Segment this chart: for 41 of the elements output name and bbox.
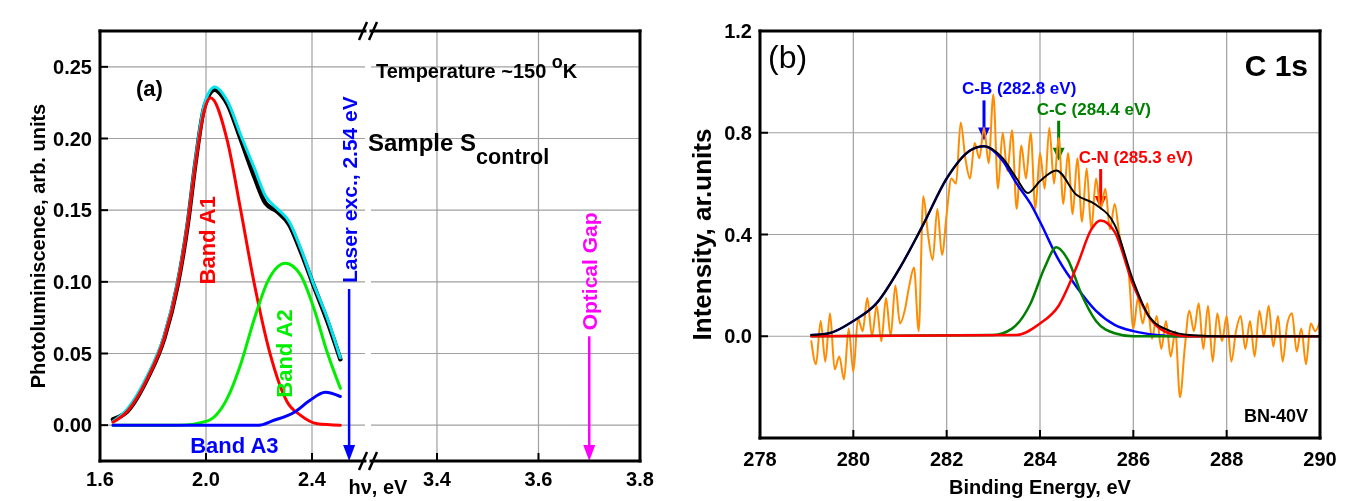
y-tick-label: 0.20 bbox=[53, 127, 92, 150]
ref-line-label: Laser exc., 2.54 eV bbox=[337, 96, 361, 283]
x-tick-label: 3.8 bbox=[626, 468, 654, 490]
annotation: C-N (285.3 eV) bbox=[1078, 148, 1193, 168]
annotation: C-C (284.4 eV) bbox=[1036, 99, 1151, 119]
annotation: C 1s bbox=[1244, 49, 1308, 82]
x-tick-label: 278 bbox=[743, 448, 777, 470]
text: Band A2 bbox=[271, 309, 297, 398]
x-tick-label: 3.6 bbox=[524, 468, 553, 490]
x-tick-label: 2.4 bbox=[298, 468, 327, 490]
y-tick-label: 0.25 bbox=[53, 55, 92, 78]
annotation: BN-40V bbox=[1243, 406, 1308, 426]
x-tick-label: 282 bbox=[929, 448, 964, 470]
x-tick-label: 2.0 bbox=[192, 468, 220, 490]
series-label: Band A3 bbox=[190, 432, 279, 458]
x-tick-label: 290 bbox=[1303, 448, 1337, 470]
x-tick-label: 3.4 bbox=[423, 468, 452, 490]
y-axis-title: Photoluminiscence, arb. units bbox=[27, 103, 49, 389]
x-tick-label: 284 bbox=[1023, 448, 1058, 470]
y-tick-label: 0.8 bbox=[724, 121, 752, 144]
annotation: C-B (282.8 eV) bbox=[962, 79, 1077, 99]
x-axis-title: Binding Energy, eV bbox=[949, 476, 1132, 498]
y-tick-label: 0.15 bbox=[53, 199, 92, 222]
x-tick-label: 286 bbox=[1116, 448, 1151, 470]
text: Band A1 bbox=[195, 196, 221, 285]
x-tick-label: 1.6 bbox=[86, 468, 114, 490]
annotation: (b) bbox=[768, 39, 808, 75]
y-axis-title: Intensity, ar.units bbox=[687, 128, 717, 341]
y-tick-label: 0.10 bbox=[53, 270, 92, 293]
annotation: Temperature ~150 $^{o}$K bbox=[376, 52, 578, 82]
x-tick-label: 280 bbox=[836, 448, 871, 470]
annotation: Sample S$_{control}$ bbox=[368, 129, 550, 169]
ref-line-label: Optical Gap bbox=[577, 212, 601, 331]
x-tick-label: 288 bbox=[1209, 448, 1244, 470]
y-tick-label: 1.2 bbox=[724, 20, 752, 42]
x-axis-title: hν, eV bbox=[348, 476, 409, 498]
y-tick-label: 0.00 bbox=[53, 414, 92, 437]
y-tick-label: 0.05 bbox=[53, 342, 92, 365]
y-tick-label: 0.0 bbox=[724, 325, 752, 348]
y-tick-label: 0.4 bbox=[724, 223, 753, 246]
annotation: (a) bbox=[136, 76, 163, 101]
